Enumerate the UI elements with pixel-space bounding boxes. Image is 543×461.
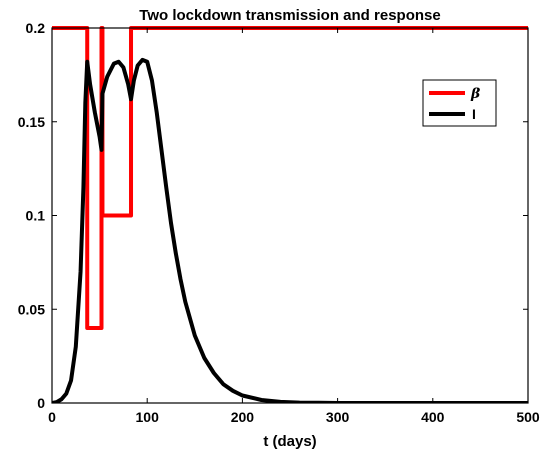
y-tick-label: 0.2 [26, 20, 46, 36]
legend-label-beta: β [470, 86, 481, 102]
legend: β I [422, 79, 497, 127]
x-tick-label: 500 [516, 409, 540, 425]
y-axis: 0 0.05 0.1 0.15 0.2 [18, 20, 528, 411]
x-tick-label: 400 [421, 409, 445, 425]
x-tick-label: 200 [231, 409, 255, 425]
x-axis-label: t (days) [263, 433, 316, 450]
y-tick-label: 0.1 [26, 208, 46, 224]
x-tick-label: 100 [136, 409, 160, 425]
x-tick-label: 0 [48, 409, 56, 425]
y-tick-label: 0.15 [18, 114, 45, 130]
x-tick-label: 300 [326, 409, 350, 425]
x-axis: 0 100 200 300 400 500 [48, 28, 540, 425]
y-tick-label: 0 [37, 395, 45, 411]
chart-title: Two lockdown transmission and response [139, 7, 440, 24]
y-tick-label: 0.05 [18, 301, 45, 317]
legend-box [422, 79, 497, 127]
series-line-i [52, 57, 528, 403]
legend-label-i: I [472, 106, 476, 122]
